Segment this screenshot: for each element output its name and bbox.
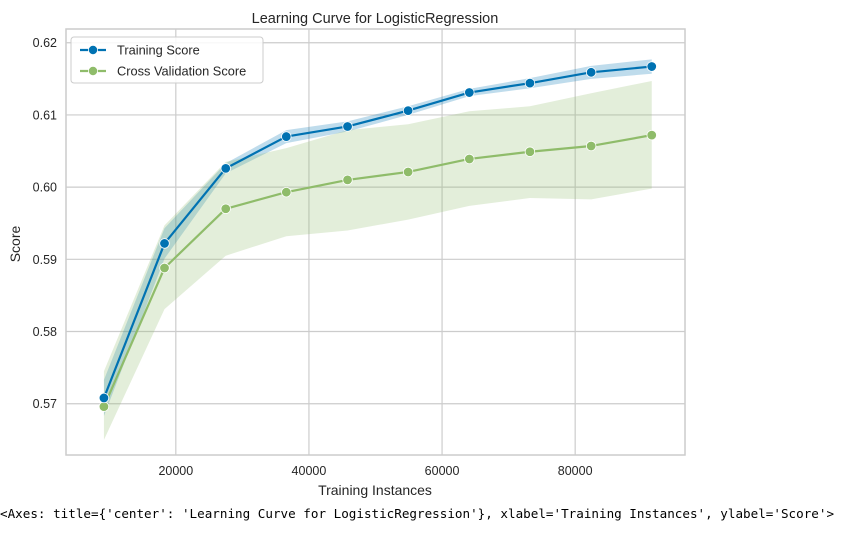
legend-training-marker <box>88 45 99 56</box>
legend: Training Score Cross Validation Score <box>70 36 264 84</box>
plot-area: 0.57 0.58 0.59 0.60 0.61 0.62 20000 40000 60000 8… <box>33 28 686 478</box>
y-tick-label: 0.62 <box>33 36 57 50</box>
legend-cross-validation-label: Cross Validation Score <box>117 64 246 79</box>
y-tick-label: 0.58 <box>33 325 57 339</box>
x-tick-label: 40000 <box>292 464 327 478</box>
x-tick-label: 80000 <box>558 464 593 478</box>
cross-validation-score-point <box>220 203 231 214</box>
y-tick-label: 0.61 <box>33 108 57 122</box>
cross-validation-score-point <box>402 166 414 178</box>
cross-validation-score-point <box>98 401 110 412</box>
training-score-point <box>524 77 536 89</box>
confidence-band-cross-validation <box>103 80 652 440</box>
chart-title: Learning Curve for LogisticRegression <box>252 11 499 27</box>
y-tick-label: 0.59 <box>33 253 57 267</box>
x-tick-label: 60000 <box>425 464 460 478</box>
y-tick-label: 0.57 <box>33 397 57 411</box>
axes-frame <box>65 28 686 456</box>
training-score-point <box>402 105 414 116</box>
training-score-point <box>646 61 657 72</box>
legend-cross-validation-marker <box>88 66 99 77</box>
cross-validation-score-point <box>342 174 353 186</box>
training-score-point <box>585 67 597 78</box>
x-tick-label: 20000 <box>158 464 193 478</box>
cross-validation-score-point <box>159 262 170 274</box>
training-score-point <box>464 87 475 98</box>
x-axis-label: Training Instances <box>318 482 432 498</box>
training-score-point <box>159 238 170 249</box>
cross-validation-score-point <box>281 186 292 198</box>
cross-validation-score-point <box>585 140 597 152</box>
legend-training-label: Training Score <box>117 43 200 58</box>
cross-validation-score-point <box>524 146 536 157</box>
cross-validation-score-point <box>646 129 657 141</box>
y-axis-label: Score <box>7 226 23 263</box>
training-score-point <box>342 121 353 132</box>
y-tick-label: 0.60 <box>33 181 57 195</box>
cross-validation-score-point <box>464 153 475 165</box>
training-score-point <box>220 163 231 174</box>
cross-validation-score-line <box>102 134 652 408</box>
axes-output-text: <Axes: title={'center': 'Learning Curve … <box>0 506 835 521</box>
training-score-point <box>281 131 292 142</box>
legend-box <box>70 36 264 84</box>
training-score-line <box>102 65 652 399</box>
training-score-point <box>98 392 110 404</box>
